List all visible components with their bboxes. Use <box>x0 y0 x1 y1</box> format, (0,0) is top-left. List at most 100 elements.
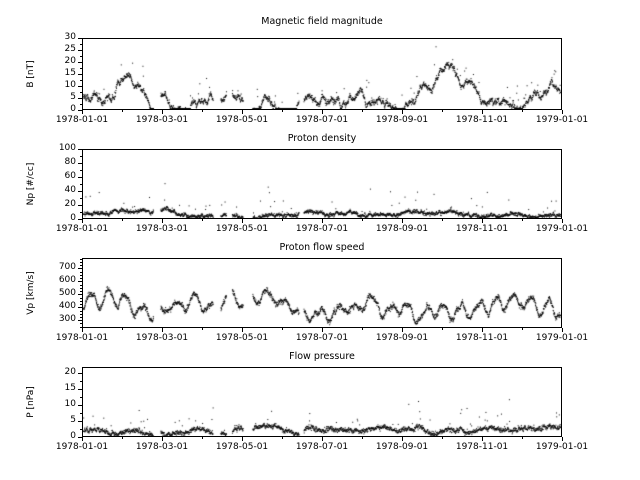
x-minor-tick-mark <box>282 110 283 112</box>
data-points-layer <box>83 150 561 218</box>
y-tick-label: 40 <box>64 185 76 195</box>
y-tick-mark <box>78 373 82 374</box>
y-minor-tick-mark <box>80 278 82 279</box>
data-points-layer <box>83 259 561 327</box>
x-tick-label: 1979-01-01 <box>535 115 589 125</box>
y-minor-tick-mark <box>80 262 82 263</box>
y-tick-mark <box>78 163 82 164</box>
y-tick-mark <box>78 50 82 51</box>
x-minor-tick-mark <box>282 328 283 330</box>
y-tick-label: 400 <box>58 301 76 311</box>
x-tick-label: 1978-03-01 <box>135 442 189 452</box>
x-tick-mark <box>482 328 483 332</box>
y-minor-tick-mark <box>80 56 82 57</box>
x-tick-label: 1978-05-01 <box>215 442 269 452</box>
y-minor-tick-mark <box>80 288 82 289</box>
panel-title: Flow pressure <box>289 351 355 362</box>
x-tick-label: 1978-05-01 <box>215 333 269 343</box>
x-tick-mark <box>162 328 163 332</box>
y-tick-label: 25 <box>64 44 76 54</box>
y-tick-mark <box>78 177 82 178</box>
x-minor-tick-mark <box>522 328 523 330</box>
y-tick-label: 15 <box>64 383 76 393</box>
y-minor-tick-mark <box>80 291 82 292</box>
y-tick-mark <box>78 268 82 269</box>
y-minor-tick-mark <box>80 212 82 213</box>
x-tick-label: 1978-03-01 <box>135 224 189 234</box>
y-tick-mark <box>78 62 82 63</box>
x-minor-tick-mark <box>522 219 523 221</box>
x-tick-label: 1978-03-01 <box>135 333 189 343</box>
x-minor-tick-mark <box>202 110 203 112</box>
y-tick-label: 600 <box>58 275 76 285</box>
x-minor-tick-mark <box>442 328 443 330</box>
x-minor-tick-mark <box>122 110 123 112</box>
y-tick-mark <box>78 219 82 220</box>
x-tick-mark <box>82 437 83 441</box>
x-minor-tick-mark <box>442 110 443 112</box>
x-minor-tick-mark <box>362 110 363 112</box>
y-tick-label: 500 <box>58 288 76 298</box>
x-tick-label: 1978-09-01 <box>375 333 429 343</box>
y-tick-label: 30 <box>64 32 76 42</box>
plot-area <box>82 367 562 437</box>
y-tick-label: 5 <box>70 415 76 425</box>
y-minor-tick-mark <box>80 80 82 81</box>
x-tick-mark <box>562 219 563 223</box>
panel-title: Proton flow speed <box>279 242 365 253</box>
x-tick-label: 1978-11-01 <box>455 224 509 234</box>
x-minor-tick-mark <box>442 219 443 221</box>
x-tick-mark <box>162 437 163 441</box>
x-tick-label: 1978-11-01 <box>455 442 509 452</box>
y-minor-tick-mark <box>80 275 82 276</box>
data-points-layer <box>83 39 561 109</box>
y-tick-mark <box>78 74 82 75</box>
x-tick-mark <box>162 110 163 114</box>
x-tick-label: 1978-03-01 <box>135 115 189 125</box>
y-tick-label: 100 <box>58 143 76 153</box>
y-tick-label: 80 <box>64 157 76 167</box>
x-tick-mark <box>242 110 243 114</box>
x-tick-mark <box>82 110 83 114</box>
x-tick-mark <box>322 219 323 223</box>
data-points-layer <box>83 368 561 436</box>
y-tick-label: 0 <box>70 104 76 114</box>
x-tick-mark <box>402 219 403 223</box>
plot-area <box>82 38 562 110</box>
y-minor-tick-mark <box>80 285 82 286</box>
y-minor-tick-mark <box>80 104 82 105</box>
x-minor-tick-mark <box>202 437 203 439</box>
x-tick-mark <box>402 328 403 332</box>
y-minor-tick-mark <box>80 301 82 302</box>
y-tick-label: 10 <box>64 399 76 409</box>
x-minor-tick-mark <box>202 219 203 221</box>
y-tick-mark <box>78 281 82 282</box>
x-tick-mark <box>162 219 163 223</box>
x-tick-label: 1978-07-01 <box>295 333 349 343</box>
y-tick-label: 20 <box>64 56 76 66</box>
y-tick-label: 0 <box>70 431 76 441</box>
y-tick-label: 15 <box>64 68 76 78</box>
y-minor-tick-mark <box>80 304 82 305</box>
x-tick-label: 1979-01-01 <box>535 442 589 452</box>
y-minor-tick-mark <box>80 381 82 382</box>
x-tick-label: 1978-11-01 <box>455 333 509 343</box>
y-tick-label: 700 <box>58 262 76 272</box>
y-tick-mark <box>78 307 82 308</box>
y-tick-mark <box>78 38 82 39</box>
y-tick-label: 300 <box>58 314 76 324</box>
y-tick-mark <box>78 205 82 206</box>
x-tick-label: 1978-09-01 <box>375 224 429 234</box>
panel-title: Proton density <box>287 133 357 144</box>
y-tick-label: 60 <box>64 171 76 181</box>
x-tick-mark <box>322 110 323 114</box>
x-minor-tick-mark <box>282 437 283 439</box>
x-tick-mark <box>482 219 483 223</box>
y-tick-mark <box>78 86 82 87</box>
y-tick-mark <box>78 191 82 192</box>
x-tick-label: 1978-11-01 <box>455 115 509 125</box>
x-tick-mark <box>562 110 563 114</box>
y-tick-mark <box>78 421 82 422</box>
